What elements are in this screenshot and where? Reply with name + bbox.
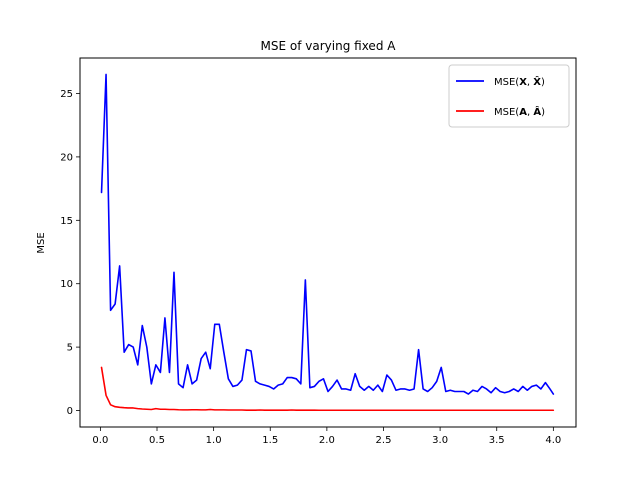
legend-label-2: MSE(A, Â) (494, 105, 545, 118)
y-tick-label: 20 (60, 152, 73, 163)
x-tick-label: 0.5 (149, 435, 165, 446)
axes-frame (79, 57, 577, 428)
series-line-2 (100, 366, 555, 412)
x-tick-label: 2.0 (319, 435, 335, 446)
x-tick-label: 3.0 (432, 435, 448, 446)
legend-label-part: MSE( (494, 107, 519, 118)
legend-label-part: , (527, 107, 533, 118)
y-tick-label: 0 (67, 406, 73, 417)
x-tick-label: 1.0 (206, 435, 222, 446)
series-line-1 (100, 73, 555, 395)
legend-label-part: , (527, 77, 533, 88)
legend-label-part: X̂ (533, 75, 541, 88)
y-tick-label: 5 (67, 343, 73, 354)
x-tick-label: 1.5 (262, 435, 278, 446)
x-axis: 0.0 0.5 1.0 1.5 2.0 2.5 3.0 3.5 4.0 (92, 427, 561, 446)
chart-title: MSE of varying fixed A (261, 39, 397, 53)
legend-label-part: ) (541, 77, 545, 88)
legend-label-part: X (519, 77, 527, 88)
y-axis-label: MSE (36, 232, 47, 253)
legend-label-part: Â (533, 105, 541, 118)
legend-label-part: MSE( (494, 77, 519, 88)
legend-label-part: A (519, 107, 527, 118)
y-tick-label: 25 (60, 89, 73, 100)
legend-label-part: ) (541, 107, 545, 118)
legend: MSE(X, X̂)MSE(A, Â) (448, 64, 570, 128)
series-layer (100, 73, 555, 412)
x-tick-label: 0.0 (92, 435, 108, 446)
x-tick-label: 2.5 (376, 435, 392, 446)
y-axis: 0 5 10 15 20 25 (60, 89, 80, 417)
legend-label-1: MSE(X, X̂) (494, 75, 545, 88)
x-tick-label: 4.0 (545, 435, 561, 446)
y-tick-label: 10 (60, 279, 73, 290)
y-tick-label: 15 (60, 216, 73, 227)
x-tick-label: 3.5 (489, 435, 505, 446)
